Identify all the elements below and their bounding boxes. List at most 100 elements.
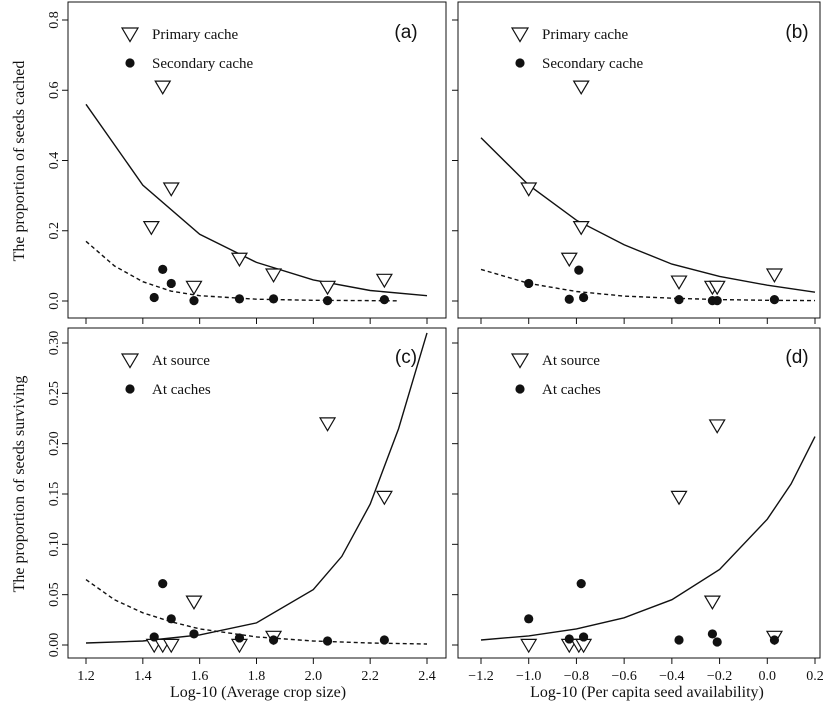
circle-point xyxy=(578,292,589,303)
triangle-point xyxy=(154,80,172,96)
x-tick-label: 2.4 xyxy=(418,669,436,684)
triangle-point xyxy=(375,273,393,289)
triangle-point xyxy=(708,280,726,296)
dashed-fit-curve xyxy=(85,240,399,302)
circle-point xyxy=(166,614,176,624)
x-tick-label: 2.2 xyxy=(361,669,379,684)
legend-triangle-marker xyxy=(510,27,530,43)
legend-circle-marker xyxy=(515,384,525,394)
circle-point xyxy=(268,635,279,645)
circle-point xyxy=(234,294,245,304)
x-axis-title-right: Log-10 (Per capita seed availability) xyxy=(530,684,764,701)
x-tick-label: 1.2 xyxy=(77,669,95,684)
legend-entry: At source xyxy=(152,353,210,369)
panel-tag: (a) xyxy=(394,22,417,43)
circle-point xyxy=(564,634,574,644)
triangle-point xyxy=(572,221,590,236)
y-tick-label: 0.4 xyxy=(47,152,62,170)
x-tick-label: −0.4 xyxy=(659,669,684,684)
circle-point xyxy=(158,578,168,589)
triangle-point xyxy=(708,419,726,434)
x-tick-label: 1.8 xyxy=(248,669,266,684)
solid-fit-curve xyxy=(480,436,816,641)
y-tick-label: 0.0 xyxy=(47,292,62,310)
circle-point xyxy=(574,265,584,275)
circle-point xyxy=(189,296,199,306)
circle-point xyxy=(712,637,722,647)
panel-tag: (b) xyxy=(785,22,808,43)
triangle-point xyxy=(560,252,578,268)
y-axis-title-bottom: The proportion of seeds surviving xyxy=(11,376,28,593)
y-tick-label: 0.8 xyxy=(47,11,62,29)
plot-frame xyxy=(457,327,821,659)
circle-point xyxy=(149,632,159,642)
triangle-point xyxy=(572,80,590,96)
triangle-point xyxy=(318,417,337,432)
x-tick-label: −0.8 xyxy=(564,669,589,684)
x-tick-label: 1.4 xyxy=(134,669,152,684)
circle-point xyxy=(564,294,574,304)
plot-frame xyxy=(457,1,821,319)
triangle-point xyxy=(520,638,538,654)
x-axis-title-left: Log-10 (Average crop size) xyxy=(170,684,346,701)
solid-fit-curve xyxy=(85,332,428,644)
triangle-point xyxy=(265,268,283,283)
triangle-point xyxy=(670,275,688,290)
legend-circle-marker xyxy=(125,384,135,394)
dashed-fit-curve xyxy=(85,579,428,645)
legend-entry: Secondary cache xyxy=(542,56,644,72)
y-tick-label: 0.20 xyxy=(47,431,62,456)
circle-point xyxy=(268,294,279,304)
triangle-point xyxy=(162,182,180,197)
triangle-point xyxy=(765,268,783,283)
triangle-point xyxy=(162,638,180,654)
x-tick-label: 0.0 xyxy=(759,669,777,684)
y-tick-label: 0.2 xyxy=(47,222,62,240)
panel-tag: (c) xyxy=(395,347,417,368)
triangle-point xyxy=(230,252,248,268)
legend-entry: Primary cache xyxy=(152,27,239,43)
x-tick-label: −1.0 xyxy=(516,669,541,684)
panel-2: Primary cache Secondary cache (b) xyxy=(452,1,821,324)
circle-point xyxy=(158,264,168,274)
triangle-point xyxy=(142,221,160,236)
circle-point xyxy=(524,278,534,289)
legend-entry: At caches xyxy=(152,382,211,398)
triangle-point xyxy=(703,595,721,611)
circle-point xyxy=(769,294,780,305)
legend-triangle-marker xyxy=(510,353,530,369)
triangle-point xyxy=(185,280,203,296)
circle-point xyxy=(674,635,684,645)
triangle-point xyxy=(318,280,337,296)
y-axis-title-top: The proportion of seeds cached xyxy=(11,61,28,262)
y-tick-label: 0.00 xyxy=(47,633,62,658)
circle-point xyxy=(674,294,684,305)
circle-point xyxy=(524,614,534,624)
panels: 0.0 0.2 0.4 0.6 0.8 Primary cache Secondary ca… xyxy=(47,1,824,684)
circle-point xyxy=(576,578,586,589)
triangle-point xyxy=(520,182,538,197)
circle-point xyxy=(769,635,780,645)
circle-point xyxy=(189,629,199,639)
legend-circle-marker xyxy=(515,58,525,68)
triangle-point xyxy=(670,490,688,506)
x-tick-label: 2.0 xyxy=(305,669,323,684)
legend-triangle-marker xyxy=(120,353,140,369)
dashed-fit-curve xyxy=(480,268,816,302)
circle-point xyxy=(379,635,389,645)
legend-entry: Primary cache xyxy=(542,27,629,43)
panel-tag: (d) xyxy=(785,347,808,368)
y-tick-label: 0.05 xyxy=(47,582,62,607)
legend-circle-marker xyxy=(125,58,135,68)
panel-1: 0.0 0.2 0.4 0.6 0.8 Primary cache Secondary ca… xyxy=(47,1,447,324)
circle-point xyxy=(578,632,589,642)
solid-fit-curve xyxy=(480,137,816,293)
panel-3: 1.2 1.4 1.6 1.8 2.0 2.2 2.4 0.00 0.05 0.10 0.15 0.2… xyxy=(47,327,447,684)
circle-point xyxy=(712,296,722,306)
circle-point xyxy=(234,633,245,643)
legend-entry: At source xyxy=(542,353,600,369)
x-tick-label: 0.2 xyxy=(806,669,824,684)
legend-triangle-marker xyxy=(120,27,140,43)
x-tick-label: −1.2 xyxy=(468,669,493,684)
